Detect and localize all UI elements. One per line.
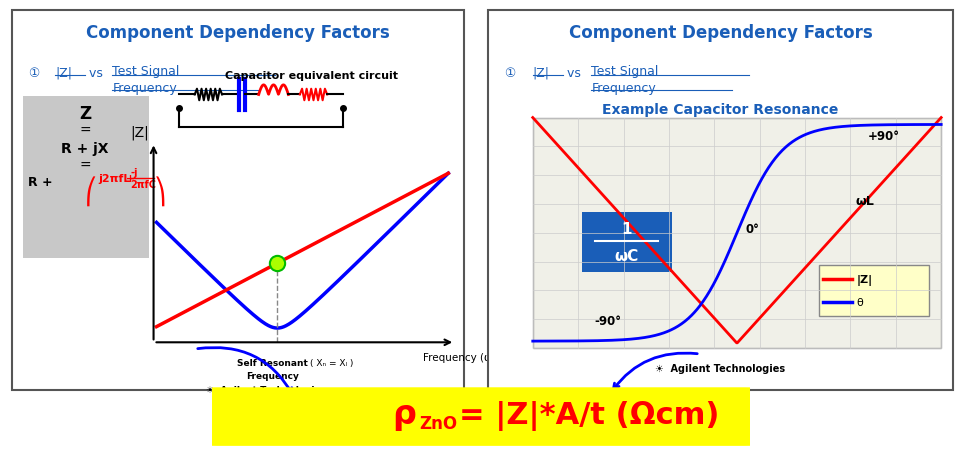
- FancyBboxPatch shape: [532, 118, 940, 348]
- Text: ρ: ρ: [392, 397, 416, 430]
- Text: =: =: [79, 124, 90, 138]
- Text: R + jX: R + jX: [62, 141, 109, 155]
- Text: -j: -j: [131, 168, 138, 178]
- FancyBboxPatch shape: [487, 11, 952, 391]
- Text: Test Signal
Frequency: Test Signal Frequency: [591, 64, 658, 95]
- Text: ( Xₙ = Xₗ ): ( Xₙ = Xₗ ): [310, 358, 354, 367]
- Text: |Z|: |Z|: [131, 125, 149, 139]
- FancyBboxPatch shape: [23, 97, 149, 258]
- Text: Frequency: Frequency: [246, 371, 299, 380]
- Text: Component Dependency Factors: Component Dependency Factors: [86, 24, 389, 42]
- Text: ☀  Agilent Technologies: ☀ Agilent Technologies: [654, 364, 785, 373]
- FancyBboxPatch shape: [201, 387, 760, 446]
- Text: |Z|: |Z|: [532, 66, 549, 79]
- Text: |Z|: |Z|: [855, 274, 872, 285]
- FancyBboxPatch shape: [581, 212, 671, 272]
- Text: =: =: [79, 158, 90, 172]
- Text: +: +: [121, 174, 135, 184]
- Text: Component Dependency Factors: Component Dependency Factors: [568, 24, 872, 42]
- Text: ωC: ωC: [614, 248, 638, 263]
- Text: |Z|: |Z|: [55, 66, 72, 79]
- Text: 2πfC: 2πfC: [130, 179, 156, 189]
- Text: vs: vs: [563, 66, 580, 79]
- Text: Capacitor equivalent circuit: Capacitor equivalent circuit: [225, 70, 397, 80]
- Text: j2πfL: j2πfL: [99, 174, 131, 184]
- Text: +90°: +90°: [867, 130, 899, 143]
- Text: Test Signal
Frequency: Test Signal Frequency: [112, 64, 180, 95]
- Text: Frequency (ω): Frequency (ω): [423, 352, 496, 362]
- Text: 0°: 0°: [745, 222, 758, 235]
- FancyBboxPatch shape: [12, 11, 464, 391]
- Text: = |Z|*A/t (Ωcm): = |Z|*A/t (Ωcm): [459, 400, 719, 430]
- Text: 1: 1: [621, 222, 631, 237]
- Text: -90°: -90°: [593, 314, 621, 327]
- Text: ①: ①: [505, 66, 515, 79]
- Text: ZnO: ZnO: [419, 414, 456, 433]
- Text: ①: ①: [28, 66, 39, 79]
- Text: R +: R +: [28, 176, 57, 189]
- Text: ⎛: ⎛: [85, 176, 97, 206]
- Text: ☀  Agilent Technologies: ☀ Agilent Technologies: [206, 385, 325, 394]
- FancyBboxPatch shape: [818, 266, 928, 316]
- Text: θ: θ: [855, 297, 862, 307]
- Text: vs: vs: [85, 66, 103, 79]
- Text: Example Capacitor Resonance: Example Capacitor Resonance: [602, 103, 838, 117]
- Text: Self Resonant: Self Resonant: [237, 358, 308, 367]
- Text: Z: Z: [79, 105, 91, 123]
- Text: ωL: ωL: [854, 194, 874, 207]
- Text: ⎞: ⎞: [154, 176, 166, 206]
